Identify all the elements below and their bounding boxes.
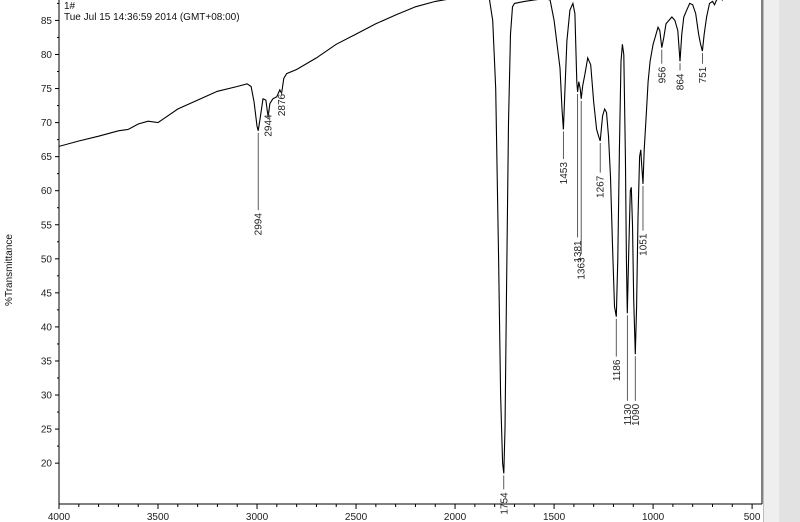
y-tick-label: 60 [41,186,53,197]
y-tick-label: 55 [41,220,53,231]
y-tick-label: 65 [41,152,53,163]
x-tick-label: 2500 [345,512,368,522]
y-tick-label: 45 [41,288,53,299]
y-tick-label: 80 [41,50,53,61]
peak-label: 1186 [612,359,623,381]
y-tick-label: 30 [41,391,53,402]
peak-label: 1267 [596,175,607,198]
y-tick-label: 50 [41,254,53,265]
peak-label: 1363 [577,257,588,280]
peak-label: 1051 [639,233,650,256]
y-tick-label: 40 [41,322,53,333]
peak-label: 1754 [499,492,510,515]
window-scrollbar[interactable] [779,0,800,522]
peak-label: 1381 [573,240,584,263]
x-tick-label: 2000 [444,512,467,522]
peak-label: 1090 [631,403,642,426]
peak-label: 864 [676,73,687,90]
y-tick-label: 85 [41,16,53,27]
x-tick-label: 1500 [543,512,566,522]
x-tick-label: 4000 [48,512,71,522]
y-tick-label: 25 [41,425,53,436]
peak-label: 1130 [623,403,634,425]
y-tick-label: 20 [41,459,53,470]
sample-id-label: 1# [64,1,76,12]
y-tick-label: 35 [41,356,53,367]
y-tick-label: 70 [41,118,53,129]
peak-label: 751 [698,66,709,83]
peak-label: 1453 [559,162,570,185]
x-tick-label: 500 [744,512,761,522]
timestamp-label: Tue Jul 15 14:36:59 2014 (GMT+08:00) [64,12,240,23]
y-axis-title: %Transmittance [4,234,15,306]
x-tick-label: 3000 [246,512,269,522]
peak-label: 2944 [264,114,275,137]
x-tick-label: 1000 [642,512,665,522]
x-tick-label: 3500 [147,512,170,522]
peak-label: 2876 [277,93,288,116]
peak-label: 2994 [254,213,265,236]
y-tick-label: 75 [41,84,53,95]
peak-label: 956 [657,66,668,83]
spectrum-trace [59,0,724,474]
